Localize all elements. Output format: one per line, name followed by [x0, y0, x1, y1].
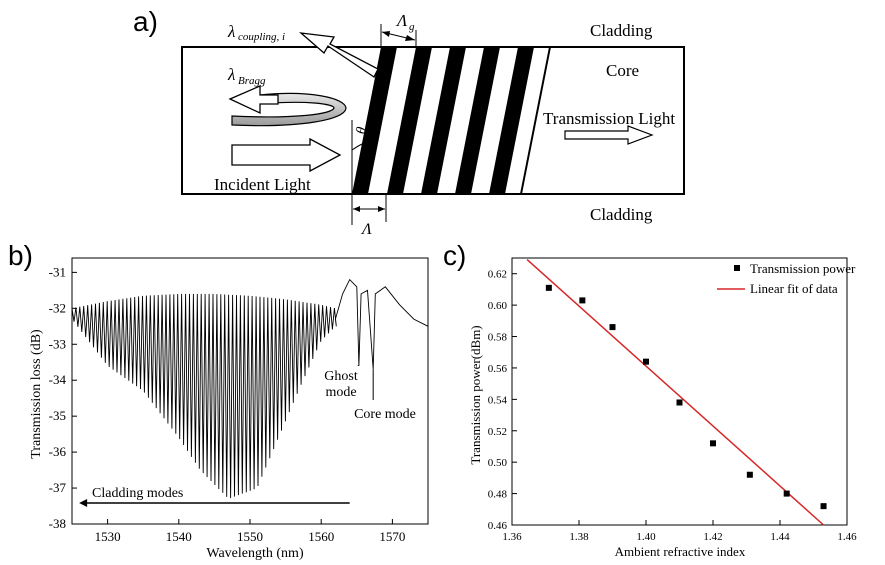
lambda-g-symbol: Λ	[395, 11, 408, 30]
transmission-arrow	[564, 125, 654, 145]
panel-label-c: c)	[443, 240, 467, 271]
x-tick-label: 1550	[237, 529, 263, 544]
y-tick-label: -38	[49, 516, 66, 531]
chart-c-frame	[511, 257, 848, 526]
data-point	[545, 284, 552, 291]
data-point	[783, 490, 790, 497]
y-tick-label: 0.48	[488, 489, 508, 501]
cladding-bottom-label: Cladding	[590, 205, 653, 224]
y-tick-label: 0.58	[488, 332, 508, 344]
y-tick-label: -37	[49, 480, 67, 495]
y-tick-label: 0.50	[488, 457, 508, 469]
panel-label-a: a)	[133, 6, 158, 37]
lambda-g-sub: g	[409, 21, 415, 33]
annotation-ghost-mode-line2: mode	[325, 385, 356, 400]
core-label: Core	[606, 61, 639, 80]
incident-label: Incident Light	[214, 175, 311, 194]
lambda-coupling-symbol: λ	[227, 22, 235, 41]
lambda-coupling-sub: coupling, i	[238, 31, 285, 43]
chart-b-xlabel: Wavelength (nm)	[206, 546, 304, 561]
cladding-top-label: Cladding	[590, 21, 653, 40]
period-label: Λ	[360, 221, 372, 238]
annotation-core-mode: Core mode	[354, 407, 416, 422]
data-point	[676, 399, 683, 406]
chart-c-ylabel: Transmission power(dBm)	[468, 325, 483, 464]
legend-marker-transmission	[734, 265, 740, 271]
x-tick-label: 1560	[308, 529, 334, 544]
data-point	[609, 324, 616, 331]
legend-label-fit: Linear fit of data	[750, 281, 838, 296]
chart-c-xlabel: Ambient refractive index	[615, 544, 746, 559]
y-tick-label: 0.56	[488, 363, 508, 375]
y-tick-label: 0.52	[488, 426, 507, 438]
annotation-cladding-modes: Cladding modes	[92, 486, 183, 501]
transmission-label: Transmission Light	[543, 109, 675, 128]
chart-c-legend: Transmission power Linear fit of data	[717, 261, 856, 296]
lambda-bragg-sub: Bragg	[238, 75, 266, 87]
x-tick-label: 1.36	[502, 531, 522, 543]
x-tick-label: 1.40	[636, 531, 656, 543]
x-tick-label: 1.38	[569, 531, 589, 543]
data-point	[746, 471, 753, 478]
incident-arrow	[231, 137, 342, 173]
y-tick-label: -33	[49, 336, 66, 351]
y-tick-label: -36	[49, 444, 67, 459]
data-point	[710, 440, 716, 447]
y-tick-label: 0.60	[488, 300, 508, 312]
fit-line	[526, 259, 825, 526]
legend-label-transmission: Transmission power	[750, 261, 856, 276]
annotation-ghost-mode: Ghost	[324, 369, 358, 384]
cladding-modes-arrowhead	[79, 499, 88, 507]
bragg-arrow-head	[228, 85, 279, 115]
grating-stripes	[352, 47, 551, 194]
y-tick-label: 0.46	[488, 520, 508, 532]
x-tick-label: 1570	[379, 529, 405, 544]
x-tick-label: 1.42	[703, 531, 722, 543]
panel-label-b: b)	[8, 240, 33, 271]
y-tick-label: -31	[49, 264, 66, 279]
x-tick-label: 1.44	[770, 531, 790, 543]
data-point	[643, 358, 649, 365]
theta-label: θ	[354, 126, 370, 135]
x-tick-label: 1.46	[837, 531, 857, 543]
angle-arc	[351, 143, 363, 151]
data-point	[579, 297, 586, 304]
data-point	[820, 503, 827, 510]
spectrum-line	[71, 278, 429, 499]
y-tick-label: -32	[49, 300, 66, 315]
y-tick-label: 0.54	[488, 394, 508, 406]
chart-b-ylabel: Transmission loss (dB)	[29, 329, 44, 459]
y-tick-label: 0.62	[488, 269, 507, 281]
lambda-bragg-symbol: λ	[227, 65, 235, 84]
x-tick-label: 1540	[166, 529, 192, 544]
x-tick-label: 1530	[95, 529, 121, 544]
y-tick-label: -35	[49, 408, 66, 423]
coupling-arrow	[298, 32, 379, 78]
y-tick-label: -34	[49, 372, 67, 387]
